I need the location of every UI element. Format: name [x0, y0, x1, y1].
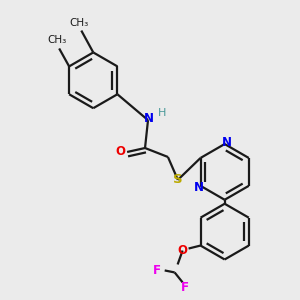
Text: CH₃: CH₃ — [48, 35, 67, 46]
Text: O: O — [178, 244, 188, 257]
Text: CH₃: CH₃ — [70, 18, 89, 28]
Text: H: H — [158, 108, 166, 118]
Text: N: N — [144, 112, 154, 124]
Text: S: S — [173, 173, 183, 186]
Text: N: N — [222, 136, 232, 148]
Text: F: F — [153, 264, 161, 277]
Text: O: O — [115, 146, 125, 158]
Text: N: N — [194, 181, 203, 194]
Text: F: F — [181, 281, 189, 294]
